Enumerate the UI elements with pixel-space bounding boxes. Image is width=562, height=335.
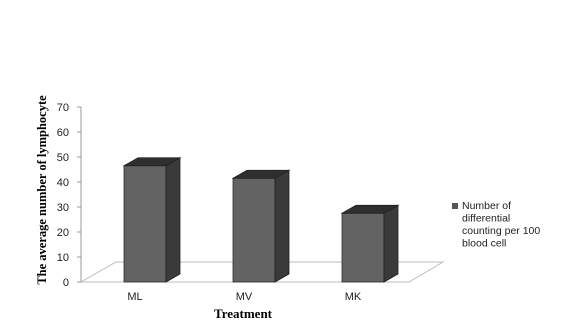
x-tick-label: MV bbox=[236, 291, 253, 303]
bar-top bbox=[122, 157, 182, 167]
x-axis-title: Treatment bbox=[214, 306, 273, 321]
y-tick-label: 40 bbox=[57, 177, 69, 189]
legend-swatch bbox=[452, 203, 458, 209]
bar-front bbox=[341, 212, 385, 283]
bar-front bbox=[123, 165, 167, 283]
y-tick-label: 30 bbox=[57, 202, 69, 214]
bar bbox=[340, 204, 400, 283]
bar-top bbox=[231, 169, 291, 179]
y-tick-label: 70 bbox=[57, 102, 69, 114]
bar-side bbox=[274, 169, 290, 283]
bar bbox=[122, 157, 182, 283]
bar-side bbox=[383, 204, 399, 283]
bar-front bbox=[232, 177, 276, 283]
y-axis-title: The average number of lymphocyte bbox=[35, 95, 49, 285]
y-tick-label: 0 bbox=[63, 277, 69, 289]
bar bbox=[231, 169, 291, 283]
legend-label: Number of differential counting per 100 blo… bbox=[462, 200, 540, 250]
x-tick-label: MK bbox=[345, 291, 362, 303]
y-tick-label: 60 bbox=[57, 127, 69, 139]
x-tick-label: ML bbox=[127, 291, 142, 303]
bar-top bbox=[340, 204, 400, 214]
y-tick-label: 10 bbox=[57, 252, 69, 264]
y-tick-label: 50 bbox=[57, 152, 69, 164]
bar-side bbox=[165, 157, 181, 283]
y-tick-label: 20 bbox=[57, 227, 69, 239]
